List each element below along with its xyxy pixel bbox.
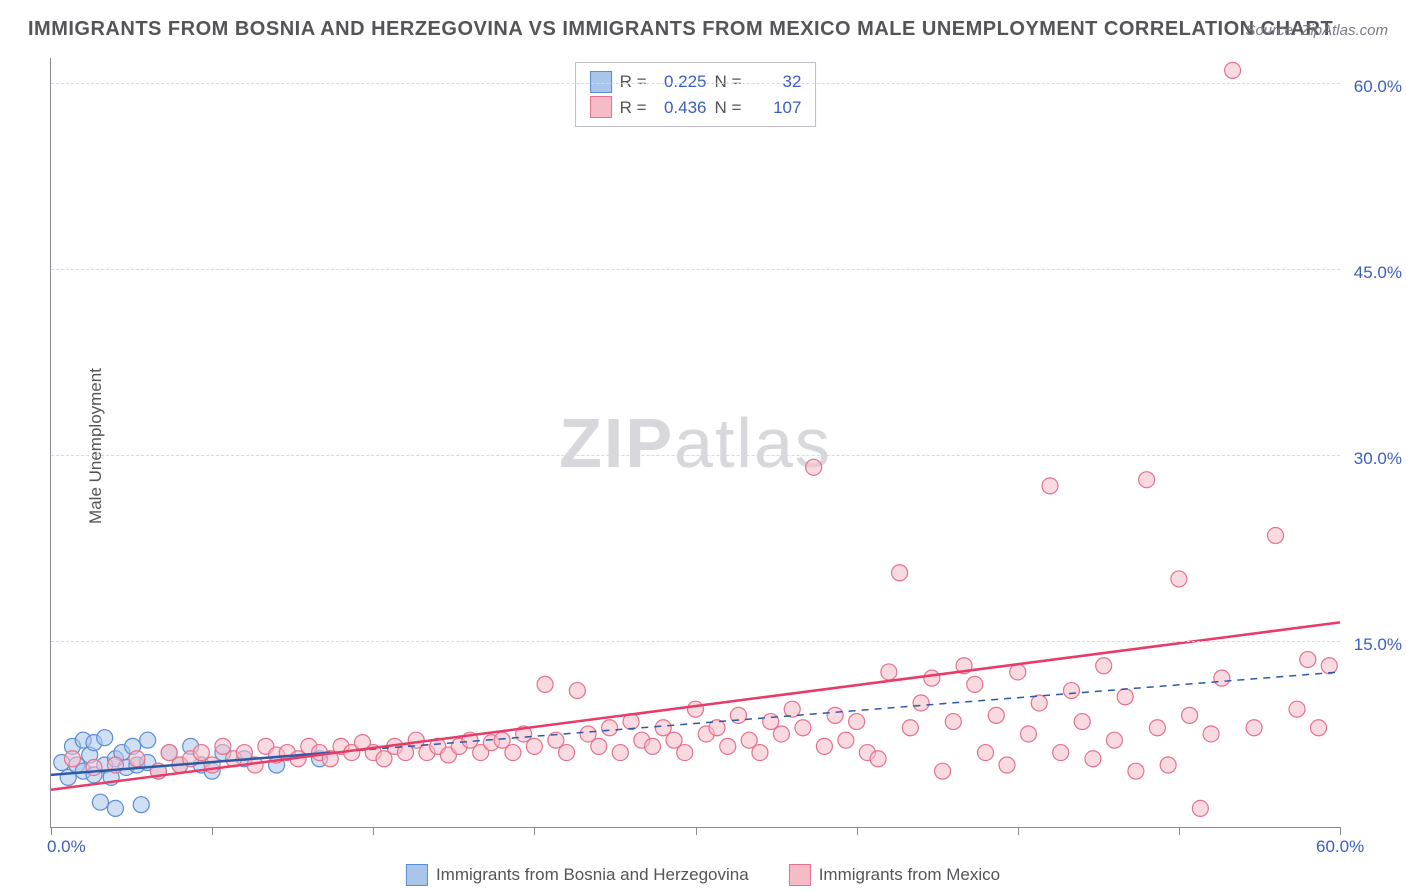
scatter-point [645, 738, 661, 754]
y-tick-label: 45.0% [1354, 263, 1402, 283]
plot-area: ZIPatlas R = 0.225 N = 32 R = 0.436 N = … [50, 58, 1340, 828]
scatter-point [505, 745, 521, 761]
scatter-point [881, 664, 897, 680]
scatter-point [537, 676, 553, 692]
scatter-point [924, 670, 940, 686]
scatter-point [1149, 720, 1165, 736]
legend-bottom: Immigrants from Bosnia and Herzegovina I… [406, 864, 1000, 886]
legend-label: Immigrants from Bosnia and Herzegovina [436, 865, 749, 885]
scatter-point [1182, 707, 1198, 723]
scatter-point [988, 707, 1004, 723]
scatter-point [795, 720, 811, 736]
legend-item: Immigrants from Bosnia and Herzegovina [406, 864, 749, 886]
swatch-icon [406, 864, 428, 886]
scatter-point [773, 726, 789, 742]
scatter-point [1160, 757, 1176, 773]
scatter-point [1171, 571, 1187, 587]
x-tick-label: 60.0% [1316, 837, 1364, 857]
scatter-point [752, 745, 768, 761]
scatter-point [140, 732, 156, 748]
scatter-point [559, 745, 575, 761]
scatter-point [1289, 701, 1305, 717]
scatter-point [1300, 652, 1316, 668]
legend-label: Immigrants from Mexico [819, 865, 1000, 885]
scatter-point [1042, 478, 1058, 494]
scatter-point [1225, 62, 1241, 78]
scatter-point [849, 714, 865, 730]
y-tick-label: 30.0% [1354, 449, 1402, 469]
scatter-point [720, 738, 736, 754]
scatter-point [1246, 720, 1262, 736]
scatter-point [526, 738, 542, 754]
scatter-point [612, 745, 628, 761]
scatter-point [1063, 683, 1079, 699]
scatter-point [1214, 670, 1230, 686]
scatter-point [688, 701, 704, 717]
scatter-point [1192, 800, 1208, 816]
scatter-point [602, 720, 618, 736]
scatter-point [92, 794, 108, 810]
scatter-point [902, 720, 918, 736]
chart-title: IMMIGRANTS FROM BOSNIA AND HERZEGOVINA V… [28, 18, 1333, 41]
scatter-point [1020, 726, 1036, 742]
trend-line [51, 622, 1340, 789]
scatter-point [1128, 763, 1144, 779]
chart-svg [51, 58, 1340, 827]
x-tick-label: 0.0% [47, 837, 86, 857]
scatter-point [1053, 745, 1069, 761]
scatter-point [1203, 726, 1219, 742]
scatter-point [97, 730, 113, 746]
scatter-point [935, 763, 951, 779]
scatter-point [816, 738, 832, 754]
scatter-point [129, 751, 145, 767]
scatter-point [978, 745, 994, 761]
scatter-point [591, 738, 607, 754]
scatter-point [1010, 664, 1026, 680]
scatter-point [1139, 472, 1155, 488]
scatter-point [1074, 714, 1090, 730]
scatter-point [1106, 732, 1122, 748]
scatter-point [913, 695, 929, 711]
scatter-point [892, 565, 908, 581]
scatter-point [1085, 751, 1101, 767]
scatter-point [107, 800, 123, 816]
scatter-point [827, 707, 843, 723]
scatter-point [677, 745, 693, 761]
scatter-point [870, 751, 886, 767]
source-attribution: Source: ZipAtlas.com [1245, 22, 1388, 39]
scatter-point [1096, 658, 1112, 674]
scatter-point [64, 751, 80, 767]
scatter-point [133, 797, 149, 813]
scatter-point [838, 732, 854, 748]
swatch-icon [789, 864, 811, 886]
scatter-point [569, 683, 585, 699]
scatter-point [806, 459, 822, 475]
scatter-point [967, 676, 983, 692]
legend-item: Immigrants from Mexico [789, 864, 1000, 886]
scatter-point [999, 757, 1015, 773]
y-tick-label: 60.0% [1354, 77, 1402, 97]
scatter-point [945, 714, 961, 730]
scatter-point [1311, 720, 1327, 736]
scatter-point [1268, 528, 1284, 544]
scatter-point [1321, 658, 1337, 674]
scatter-point [1031, 695, 1047, 711]
scatter-point [1117, 689, 1133, 705]
y-tick-label: 15.0% [1354, 635, 1402, 655]
